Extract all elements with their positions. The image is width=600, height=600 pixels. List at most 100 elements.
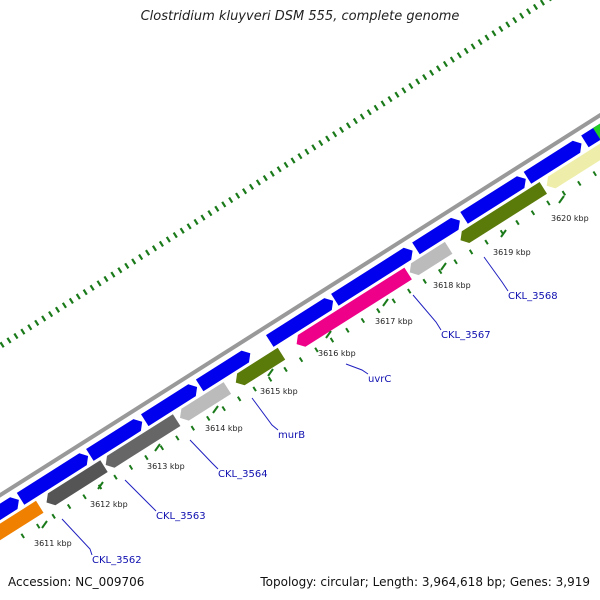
outer-ring-tick (27, 324, 33, 331)
outer-ring-tick (456, 52, 462, 59)
inner-minor-tick (51, 513, 56, 519)
reverse-gene-arrow (296, 267, 412, 347)
outer-ring-tick (96, 280, 102, 287)
outer-ring-tick (283, 161, 289, 169)
gene-label: CKL_3567 (441, 330, 491, 341)
kbp-tick-label: 3614 kbp (205, 424, 243, 433)
inner-minor-tick (20, 533, 25, 539)
gene-label-leader (345, 363, 369, 375)
forward-gene-arrow (460, 176, 526, 224)
forward-gene-arrow (266, 298, 334, 347)
outer-ring-tick (214, 205, 220, 212)
inner-minor-tick (298, 357, 304, 363)
outer-ring-tick (498, 25, 504, 33)
outer-ring-tick (41, 315, 47, 322)
outer-ring-tick (352, 117, 358, 125)
inner-minor-tick (345, 327, 350, 333)
outer-ring-tick (297, 153, 303, 160)
outer-ring-tick (345, 122, 351, 129)
gene-label: CKL_3562 (92, 555, 142, 566)
outer-ring-tick (505, 21, 511, 28)
outer-ring-tick (186, 223, 192, 230)
reverse-gene-arrow (235, 347, 286, 386)
gene-label: CKL_3563 (156, 511, 206, 522)
outer-ring-tick (89, 284, 95, 291)
outer-ring-tick (82, 289, 88, 296)
inner-minor-tick (561, 190, 567, 196)
genome-stats: Topology: circular; Length: 3,964,618 bp… (260, 575, 590, 589)
outer-ring-tick (48, 310, 54, 318)
outer-ring-tick (373, 104, 379, 112)
outer-ring-tick (269, 170, 275, 177)
outer-ring-tick (359, 113, 365, 120)
inner-minor-tick (314, 347, 319, 353)
inner-minor-tick (66, 503, 72, 510)
outer-ring-tick (387, 95, 393, 103)
forward-gene-arrow (593, 123, 600, 140)
outer-ring-tick (221, 201, 227, 208)
inner-minor-tick (422, 278, 427, 284)
inner-minor-tick (329, 337, 335, 343)
kbp-tick-label: 3617 kbp (375, 317, 413, 326)
inner-minor-tick (407, 288, 412, 294)
outer-ring-tick (290, 157, 296, 164)
gene-label-leader (189, 439, 219, 470)
gene-label: CKL_3564 (218, 469, 268, 480)
major-tick (325, 330, 332, 339)
major-tick (97, 481, 104, 490)
outer-ring-tick (6, 337, 12, 344)
inner-minor-tick (592, 170, 597, 177)
inner-minor-tick (36, 523, 41, 529)
forward-gene-arrow (16, 453, 89, 505)
forward-gene-arrow (195, 350, 251, 392)
page-title: Clostridium kluyveri DSM 555, complete g… (140, 9, 460, 24)
outer-ring-tick (549, 0, 552, 2)
outer-ring-tick (442, 60, 448, 68)
major-tick (154, 443, 161, 452)
forward-gene-arrow (0, 497, 19, 521)
reverse-gene-arrow (0, 500, 44, 541)
gene-label-leader (483, 256, 509, 292)
outer-ring-tick (68, 297, 74, 305)
outer-ring-tick (151, 245, 158, 252)
major-tick (558, 195, 565, 204)
inner-minor-tick (391, 298, 396, 304)
inner-minor-tick (515, 219, 520, 226)
gene-label-leader (124, 479, 157, 512)
inner-minor-tick (206, 415, 211, 422)
outer-ring-tick (338, 126, 345, 133)
outer-ring-tick (193, 218, 199, 226)
outer-ring-tick (165, 236, 171, 243)
gene-label: murB (278, 430, 305, 441)
outer-ring-tick (435, 65, 442, 72)
inner-minor-tick (113, 474, 118, 480)
outer-ring-tick (179, 227, 185, 234)
forward-gene-arrow (86, 419, 143, 461)
outer-ring-tick (103, 275, 109, 283)
outer-ring-tick (422, 74, 428, 81)
outer-ring-tick (311, 144, 317, 151)
outer-ring-tick (255, 179, 261, 186)
outer-ring-tick (262, 174, 268, 182)
outer-ring-tick (539, 0, 545, 6)
kbp-tick-label: 3618 kbp (433, 281, 471, 290)
outer-ring-tick (110, 271, 116, 278)
outer-ring-tick (242, 188, 248, 195)
outer-ring-tick (491, 30, 497, 37)
outer-ring-tick (131, 258, 137, 265)
outer-ring-tick (415, 78, 421, 85)
kbp-tick-label: 3616 kbp (318, 349, 356, 358)
outer-ring-tick (449, 56, 455, 63)
forward-gene-arrow (412, 217, 460, 255)
outer-ring-tick (380, 100, 386, 107)
kbp-tick-label: 3620 kbp (551, 214, 589, 223)
forward-gene-arrow (141, 384, 198, 427)
outer-ring-tick (61, 302, 67, 309)
reverse-gene-arrow (180, 382, 232, 421)
kbp-tick-label: 3612 kbp (90, 500, 128, 509)
kbp-tick-label: 3619 kbp (493, 248, 531, 257)
major-tick (41, 520, 48, 529)
inner-minor-tick (128, 464, 134, 471)
major-tick (440, 262, 447, 271)
outer-ring-tick (366, 109, 372, 116)
